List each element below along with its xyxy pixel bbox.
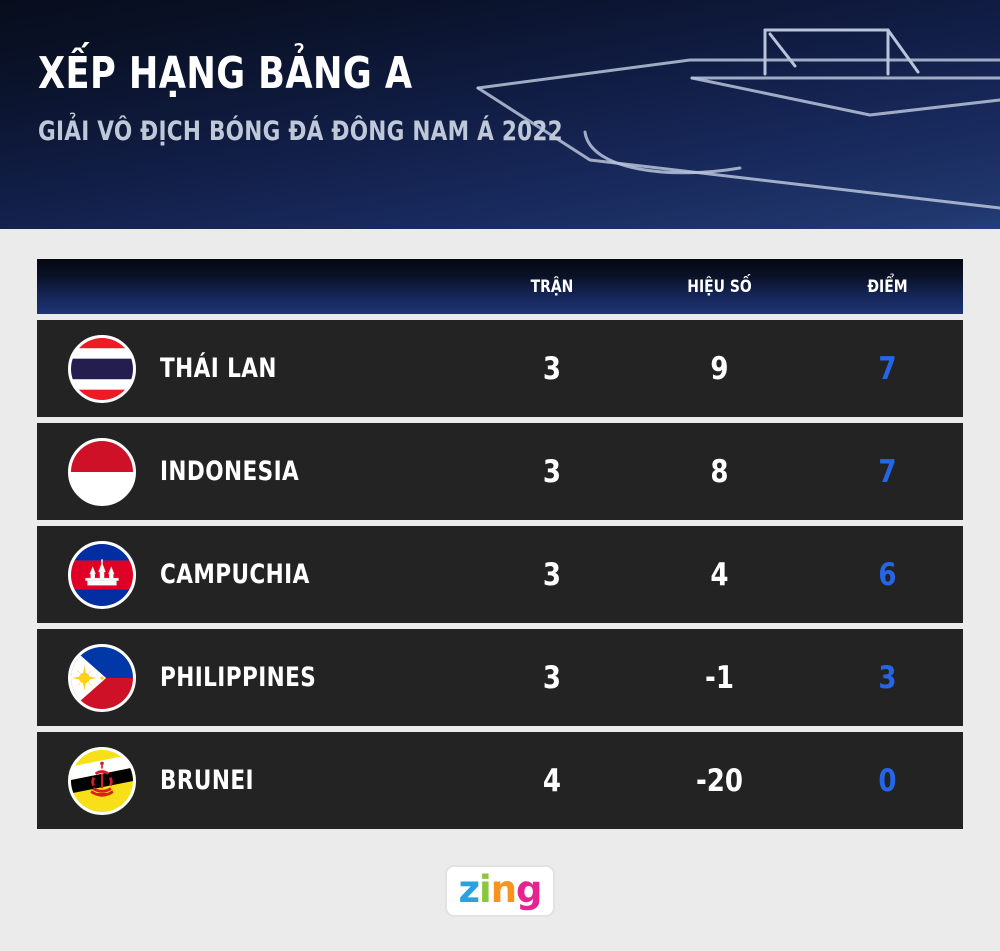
brunei-flag-icon [68, 746, 136, 815]
standings-table: TRẬN HIỆU SỐ ĐIỂM THÁI LAN 3 9 7 [0, 259, 1000, 829]
points-value: 7 [878, 350, 897, 387]
goal-difference-value: 4 [710, 556, 729, 593]
goal-difference-value: 9 [710, 350, 729, 387]
points-value: 6 [878, 556, 897, 593]
points-value: 0 [878, 762, 897, 799]
played-value: 4 [542, 762, 562, 799]
table-row[interactable]: PHILIPPINES 3 -1 3 [37, 629, 963, 726]
zing-logo[interactable]: zing [445, 865, 555, 917]
goal-difference-value: 8 [710, 453, 729, 490]
column-header-played: TRẬN [530, 276, 574, 297]
played-value: 3 [542, 556, 562, 593]
table-row[interactable]: CAMPUCHIA 3 4 6 [37, 526, 963, 623]
team-cell: INDONESIA [37, 437, 477, 506]
zing-logo-letter-n: n [490, 868, 517, 911]
table-row[interactable]: INDONESIA 3 8 7 [37, 423, 963, 520]
zing-logo-letter-g: g [516, 868, 542, 911]
indonesia-flag-icon [68, 437, 136, 506]
played-value: 3 [542, 453, 562, 490]
points-value: 7 [878, 453, 897, 490]
page-footer: zing [0, 865, 1000, 917]
page-subtitle: GIẢI VÔ ĐỊCH BÓNG ĐÁ ĐÔNG NAM Á 2022 [38, 116, 563, 147]
points-value: 3 [878, 659, 897, 696]
team-cell: PHILIPPINES [37, 643, 477, 712]
team-name: BRUNEI [160, 765, 254, 796]
column-header-goal-difference: HIỆU SỐ [687, 276, 752, 297]
table-header-row: TRẬN HIỆU SỐ ĐIỂM [37, 259, 963, 314]
zing-logo-letter-z: z [458, 868, 480, 911]
team-name: CAMPUCHIA [160, 559, 310, 590]
table-row[interactable]: THÁI LAN 3 9 7 [37, 320, 963, 417]
zing-logo-letter-i: i [479, 868, 492, 911]
table-row[interactable]: BRUNEI 4 -20 0 [37, 732, 963, 829]
played-value: 3 [542, 350, 562, 387]
team-name: THÁI LAN [160, 353, 277, 384]
goal-difference-value: -20 [695, 762, 744, 799]
team-cell: CAMPUCHIA [37, 540, 477, 609]
goal-difference-value: -1 [705, 659, 734, 696]
thailand-flag-icon [68, 334, 136, 403]
column-header-points: ĐIỂM [867, 276, 908, 297]
philippines-flag-icon [68, 643, 136, 712]
team-name: PHILIPPINES [160, 662, 317, 693]
page-title: XẾP HẠNG BẢNG A [38, 48, 413, 99]
page-header: XẾP HẠNG BẢNG A GIẢI VÔ ĐỊCH BÓNG ĐÁ ĐÔN… [0, 0, 1000, 229]
team-cell: THÁI LAN [37, 334, 477, 403]
cambodia-flag-icon [68, 540, 136, 609]
played-value: 3 [542, 659, 562, 696]
header-text-block: XẾP HẠNG BẢNG A GIẢI VÔ ĐỊCH BÓNG ĐÁ ĐÔN… [38, 48, 694, 147]
team-name: INDONESIA [160, 456, 300, 487]
team-cell: BRUNEI [37, 746, 477, 815]
